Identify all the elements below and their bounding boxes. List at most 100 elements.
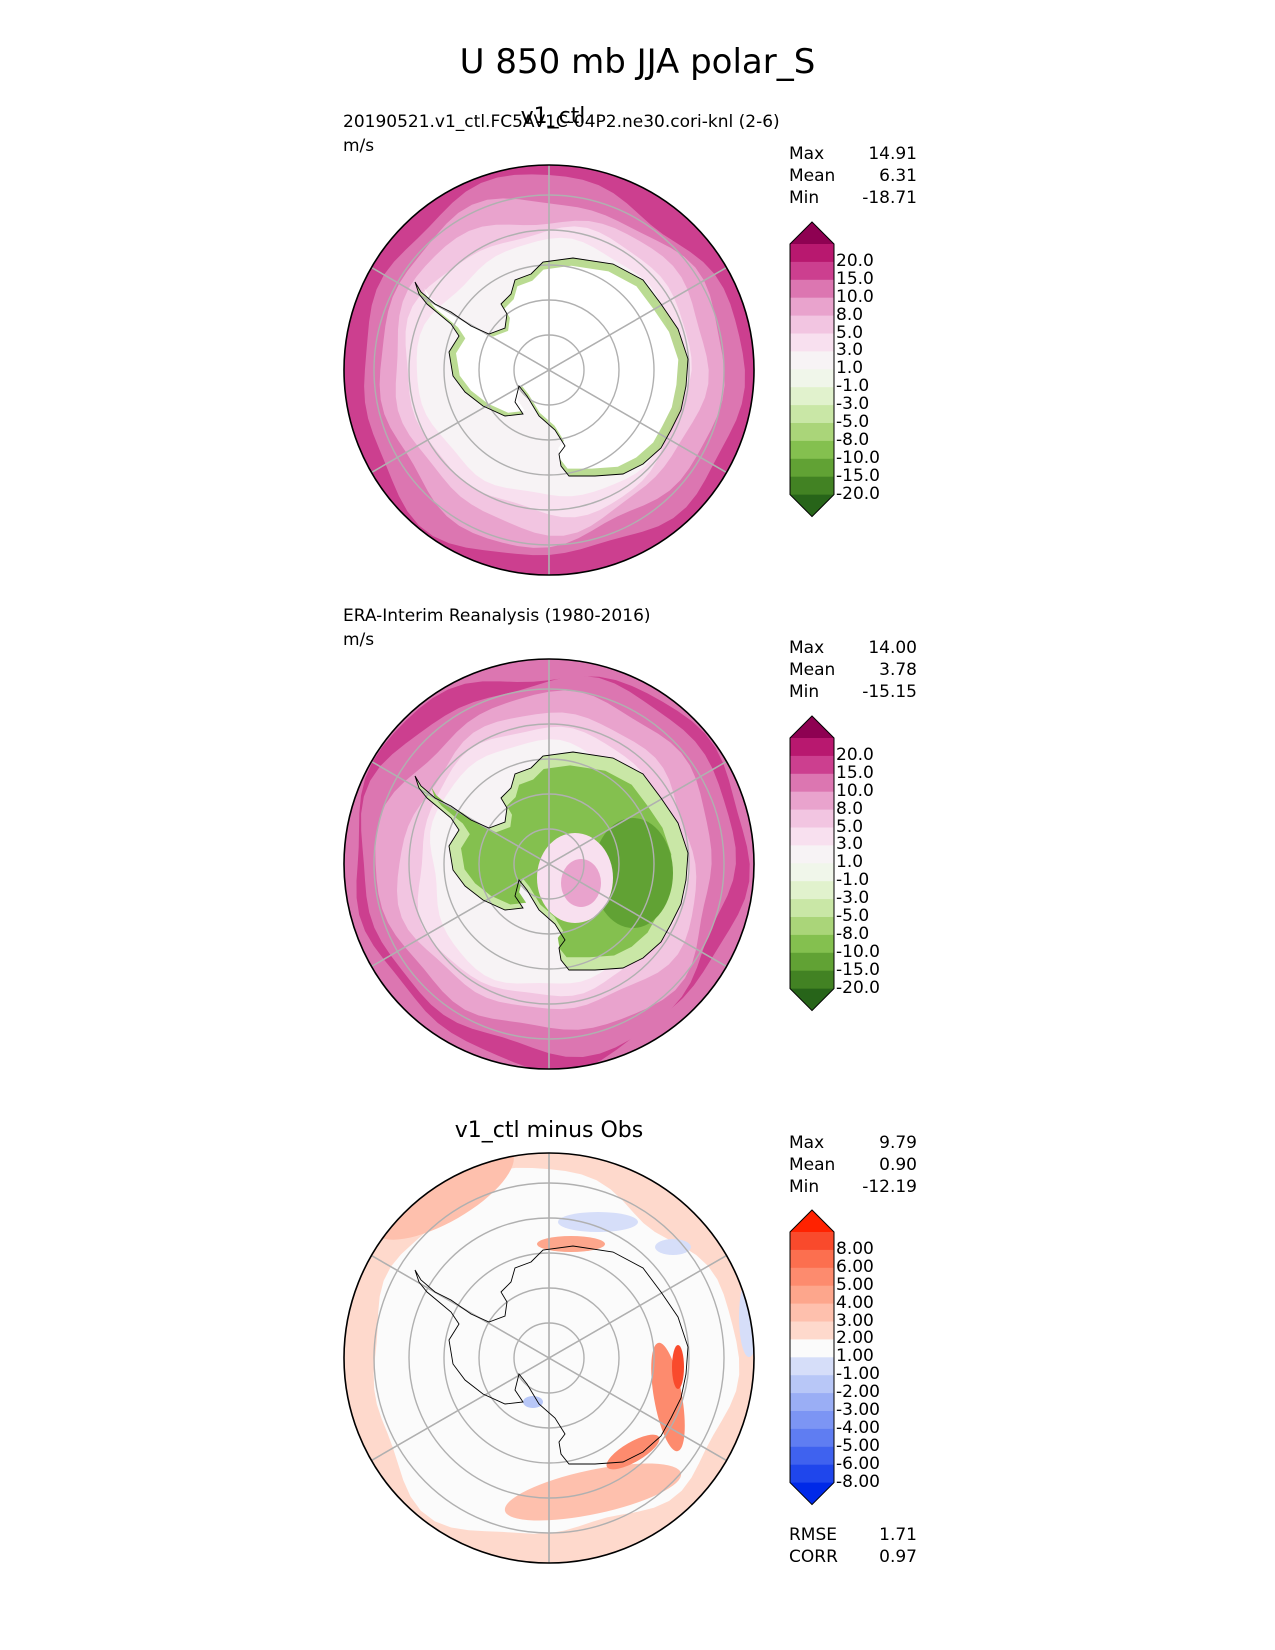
colorbar-segment [790,970,834,990]
colorbar-tick-label: -15.0 [836,959,880,980]
panel1-stats: Max 14.91 Mean 6.31 Min -18.71 [789,144,917,210]
colorbar-tick-label: -8.0 [836,923,870,944]
colorbar-tick-label: 3.00 [836,1310,874,1331]
colorbar-segment [790,458,834,478]
colorbar-svg [789,1209,835,1506]
colorbar-tick-label: 10.0 [836,780,874,801]
colorbar-segment [790,1285,834,1305]
positive-anomaly [372,1153,514,1240]
colorbar-segment [790,755,834,775]
colorbar-tick-label: 5.00 [836,1274,874,1295]
negative-anomaly [523,1396,543,1408]
panel1-polar-map [343,164,755,576]
colorbar-segment [790,881,834,900]
colorbar-segment [790,1321,834,1340]
colorbar-segment [790,1375,834,1394]
colorbar-segment [790,261,834,281]
map-boundary [343,164,755,576]
colorbar-outline [789,221,835,518]
colorbar-segment [790,827,834,846]
meridian-line [371,760,727,968]
panel3-polar-map [343,1152,755,1564]
colorbar-tick-label: -2.00 [836,1382,880,1403]
colorbar-extension-top [790,716,834,738]
stat-max: Max 14.91 [789,144,917,164]
colorbar-tick-label: 15.0 [836,762,874,783]
colorbar-tick-label: -5.00 [836,1435,880,1456]
panel1-units: m/s [343,136,375,156]
colorbar-extension-bottom [790,1482,834,1505]
colorbar-tick-label: -8.0 [836,429,870,450]
colorbar-segment [790,809,834,828]
colorbar-tick-label: -4.00 [836,1417,880,1438]
colorbar-svg [789,715,835,1012]
panel3-center-title: v1_ctl minus Obs [454,1118,644,1143]
graticule [371,165,727,575]
colorbar-tick-label: -15.0 [836,465,880,486]
colorbar-segment [790,773,834,793]
colorbar-tick-label: 8.0 [836,798,864,819]
metric-corr: CORR 0.97 [789,1547,917,1567]
panel3-stats: Max 9.79 Mean 0.90 Min -12.19 [789,1133,917,1199]
stat-min: Min -15.15 [789,682,917,702]
colorbar-tick-label: -1.00 [836,1364,880,1385]
colorbar-tick-label: -5.0 [836,906,870,926]
stat-mean: Mean 6.31 [789,166,917,186]
colorbar-tick-label: 8.00 [836,1238,874,1259]
colorbar-segment [790,440,834,460]
meridian-line [371,266,727,474]
colorbar-tick-label: 1.00 [836,1346,874,1367]
colorbar-tick-label: -6.00 [836,1453,880,1474]
colorbar-tick-label: 10.0 [836,286,874,307]
colorbar-tick-label: -3.00 [836,1400,880,1420]
panel1-center-title: v1_ctl [520,104,586,129]
colorbar-extension-top [790,221,834,244]
colorbar-segment [790,1410,834,1430]
colorbar-segment [790,863,834,882]
colorbar-tick-label: -1.0 [836,376,870,397]
colorbar-segment [790,934,834,954]
colorbar-segment [790,791,834,811]
west-antarctic-patch [485,836,521,880]
map-boundary [343,1152,755,1564]
colorbar-tick-label: 15.0 [836,268,874,289]
graticule [371,1153,727,1563]
colorbar-tick-label: 5.0 [836,816,864,837]
panel2-stats: Max 14.00 Mean 3.78 Min -15.15 [789,638,917,704]
panel3-metrics: RMSE 1.71 CORR 0.97 [789,1525,917,1569]
colorbar-tick-label: -3.0 [836,394,870,415]
positive-anomaly-core [672,1345,684,1389]
colorbar-tick-label: -5.0 [836,412,870,432]
colorbar-segment [790,476,834,496]
colorbar-segment [790,243,834,263]
colorbar-segment [790,845,834,864]
colorbar-tick-label: 1.0 [836,852,864,873]
colorbar-segment [790,1267,834,1287]
colorbar-extension-bottom [790,988,834,1011]
colorbar-segment [790,916,834,936]
colorbar-tick-label: -10.0 [836,941,880,962]
colorbar-outline [789,715,835,1012]
colorbar-segment [790,1303,834,1322]
colorbar-tick-label: 6.00 [836,1256,874,1277]
colorbar-outline [789,1209,835,1506]
colorbar-segment [790,952,834,972]
map-fill-layer [344,659,754,1069]
positive-anomaly [651,1342,685,1452]
colorbar-tick-label: -20.0 [836,977,880,998]
map-boundary [343,658,755,1070]
stat-min: Min -18.71 [789,188,917,208]
meridian-line [371,1254,727,1462]
stat-min: Min -12.19 [789,1177,917,1197]
colorbar-segment [790,1357,834,1376]
colorbar-tick-label: 8.0 [836,304,864,325]
colorbar-tick-label: 3.0 [836,834,864,855]
colorbar-segment [790,899,834,918]
colorbar-segment [790,405,834,424]
colorbar-segment [790,1249,834,1269]
panel1-subtitle: 20190521.v1_ctl.FC5AV1C-04P2.ne30.cori-k… [343,112,780,132]
coastline [414,257,689,477]
colorbar-tick-label: 5.0 [836,322,864,343]
colorbar-segment [790,333,834,352]
colorbar-extension-top [790,1210,834,1232]
